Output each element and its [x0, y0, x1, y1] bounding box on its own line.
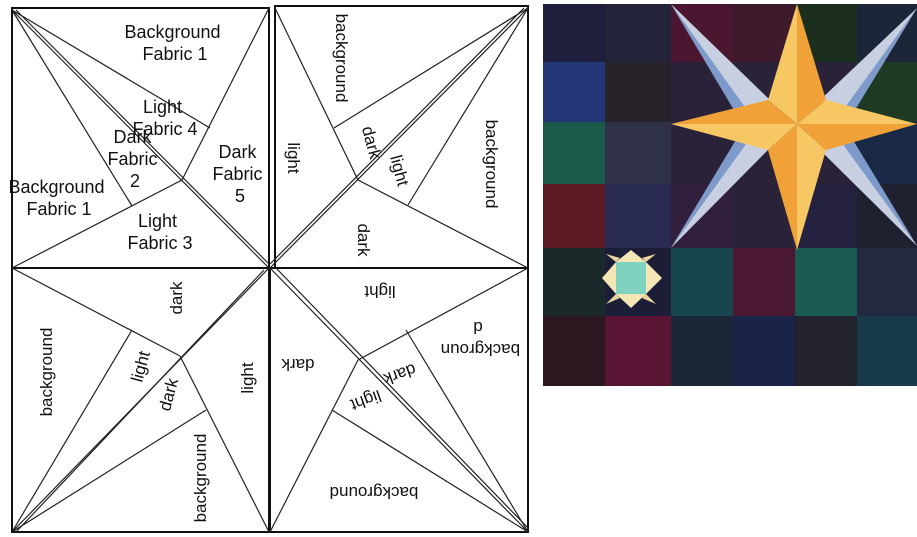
label-tr-background-right: background [482, 120, 501, 209]
label-light-fabric-3: Light Fabric 3 [127, 211, 192, 253]
label-tr-light-left: light [284, 142, 303, 173]
label-background-fabric-1-top: Background Fabric 1 [124, 22, 225, 64]
label-br-dark-left: dark [281, 355, 315, 374]
top-right-piecing-lines [269, 7, 529, 269]
bottom-right-piecing-lines [269, 267, 529, 533]
label-tr-dark-lower: dark [354, 223, 373, 257]
bottom-left-piecing-lines [11, 267, 270, 533]
label-br-light-upper: light [364, 282, 395, 301]
label-br-background-lower: background [330, 483, 419, 502]
label-light-fabric-4: Light Fabric 4 [132, 97, 197, 139]
label-bl-dark-upper: dark [167, 281, 186, 315]
label-background-fabric-1-left: Background Fabric 1 [8, 177, 109, 219]
label-dark-fabric-2: Dark Fabric 2 [107, 127, 162, 191]
label-tr-background-upper: background [332, 14, 351, 103]
label-br-background-right: backgroun d [436, 318, 520, 359]
label-bl-light-right: light [238, 362, 257, 393]
large-star [671, 4, 917, 250]
top-left-piecing-lines [11, 7, 270, 269]
label-bl-background-lower: background [191, 434, 210, 523]
label-bl-background-left: background [37, 328, 56, 417]
small-star [602, 250, 662, 308]
label-dark-fabric-5: Dark Fabric 5 [212, 142, 267, 206]
quilt-photo [543, 4, 917, 386]
pattern-template: Background Fabric 1 Light Fabric 4 Dark … [8, 5, 529, 533]
